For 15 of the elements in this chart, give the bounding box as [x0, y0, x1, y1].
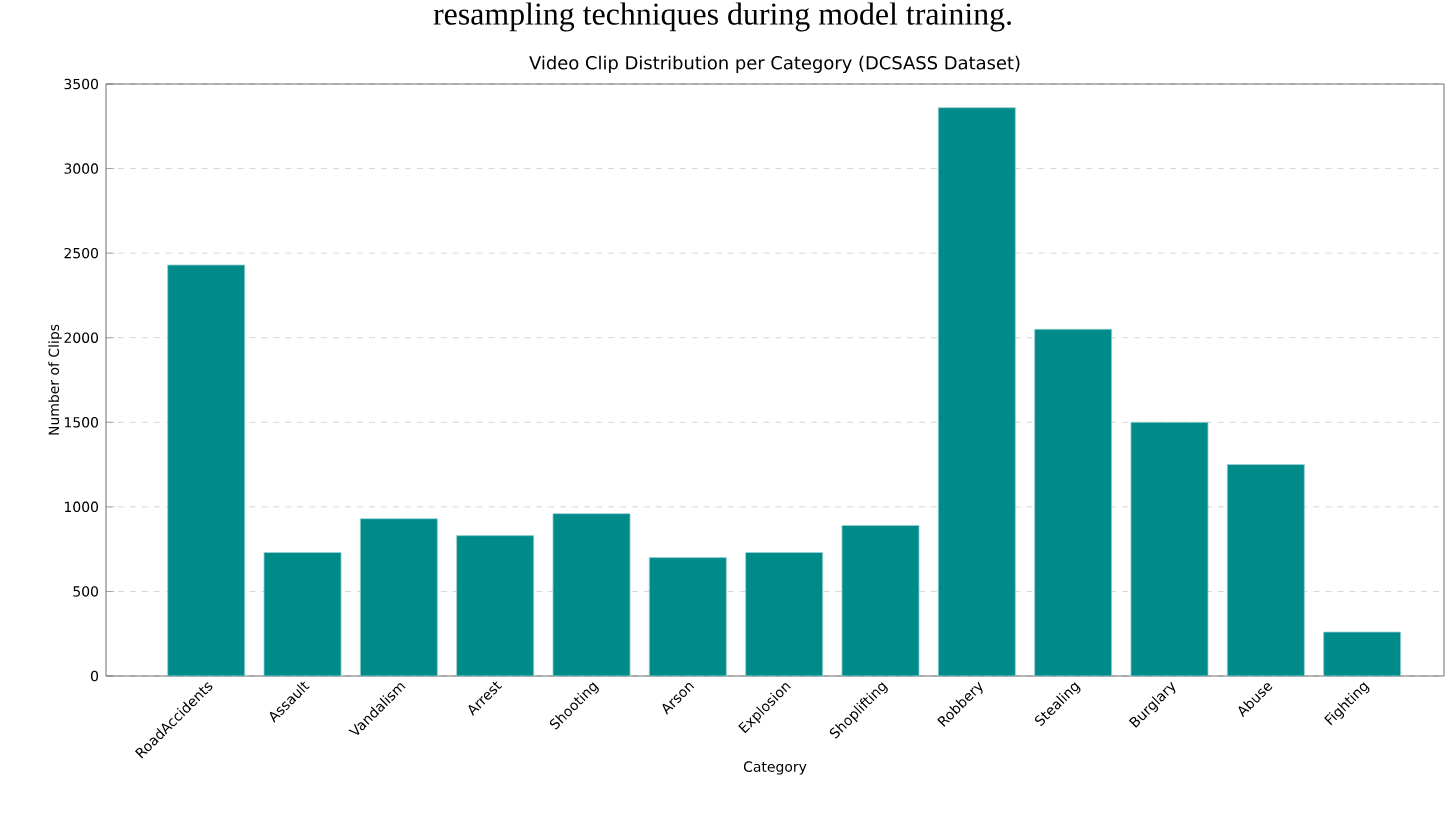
- bar: [649, 557, 727, 676]
- bar: [360, 518, 438, 676]
- bar: [263, 552, 342, 676]
- bar: [167, 264, 245, 676]
- bar: [456, 535, 534, 676]
- bar: [1227, 464, 1305, 676]
- bar: [1323, 631, 1402, 676]
- bar: [552, 513, 631, 676]
- bar: [1034, 329, 1112, 676]
- chart-title: Video Clip Distribution per Category (DCSASS Dataset): [529, 55, 1020, 73]
- text: resampling techniques during model training.: [433, 2, 1011, 32]
- bar: [938, 107, 1016, 676]
- bar: [841, 525, 920, 676]
- bar: [1130, 422, 1209, 676]
- bar: [745, 552, 823, 676]
